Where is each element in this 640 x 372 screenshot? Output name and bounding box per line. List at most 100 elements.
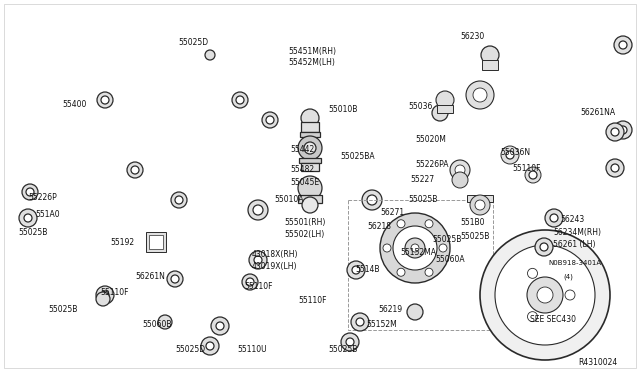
- Circle shape: [470, 195, 490, 215]
- Text: 56218: 56218: [367, 222, 391, 231]
- Circle shape: [298, 176, 322, 200]
- Text: SEE SEC430: SEE SEC430: [530, 315, 576, 324]
- Circle shape: [246, 278, 254, 286]
- Text: 55045E: 55045E: [290, 178, 319, 187]
- Circle shape: [298, 136, 322, 160]
- Circle shape: [383, 244, 391, 252]
- Circle shape: [201, 337, 219, 355]
- Bar: [301, 122, 319, 132]
- Circle shape: [481, 46, 499, 64]
- Text: 55010A: 55010A: [274, 195, 303, 204]
- Circle shape: [397, 268, 405, 276]
- Circle shape: [262, 112, 278, 128]
- Text: 55060B: 55060B: [142, 320, 172, 329]
- Circle shape: [525, 167, 541, 183]
- Circle shape: [101, 96, 109, 104]
- Text: 55110F: 55110F: [512, 164, 541, 173]
- Bar: [149, 235, 163, 249]
- Text: 55025D: 55025D: [175, 345, 205, 354]
- Text: 55025D: 55025D: [178, 38, 208, 47]
- Polygon shape: [265, 12, 345, 130]
- Circle shape: [211, 317, 229, 335]
- Circle shape: [407, 304, 423, 320]
- Text: 55036: 55036: [408, 102, 433, 111]
- Text: 5514B: 5514B: [355, 265, 380, 274]
- Circle shape: [232, 92, 248, 108]
- Text: 55400: 55400: [62, 100, 86, 109]
- Circle shape: [347, 261, 365, 279]
- Text: 55152M: 55152M: [366, 320, 397, 329]
- Text: 55452M(LH): 55452M(LH): [288, 58, 335, 67]
- Circle shape: [249, 251, 267, 269]
- Text: 55025B: 55025B: [48, 305, 77, 314]
- Circle shape: [171, 275, 179, 283]
- Circle shape: [397, 220, 405, 228]
- Circle shape: [158, 315, 172, 329]
- Circle shape: [254, 256, 262, 264]
- Circle shape: [131, 166, 139, 174]
- Circle shape: [466, 81, 494, 109]
- Bar: [437, 105, 453, 113]
- Circle shape: [206, 342, 214, 350]
- Text: 55451M(RH): 55451M(RH): [288, 47, 336, 56]
- Text: 55501(RH): 55501(RH): [284, 218, 325, 227]
- Circle shape: [506, 151, 514, 159]
- Bar: [298, 195, 322, 203]
- Circle shape: [393, 226, 437, 270]
- Circle shape: [527, 268, 538, 278]
- Text: (4): (4): [563, 273, 573, 279]
- Text: 551B0: 551B0: [460, 218, 484, 227]
- Circle shape: [439, 244, 447, 252]
- Circle shape: [425, 220, 433, 228]
- Circle shape: [537, 287, 553, 303]
- Bar: [348, 200, 493, 330]
- Circle shape: [495, 245, 595, 345]
- Bar: [467, 195, 493, 202]
- Text: 55110F: 55110F: [244, 282, 273, 291]
- Circle shape: [24, 214, 32, 222]
- Circle shape: [432, 105, 448, 121]
- Circle shape: [302, 197, 318, 213]
- Polygon shape: [62, 78, 258, 200]
- Circle shape: [606, 159, 624, 177]
- Text: 55025B: 55025B: [432, 235, 461, 244]
- Text: 56261 (LH): 56261 (LH): [553, 240, 595, 249]
- Circle shape: [341, 333, 359, 351]
- Text: 55226P: 55226P: [28, 193, 57, 202]
- Circle shape: [96, 286, 114, 304]
- Circle shape: [475, 200, 485, 210]
- Circle shape: [411, 244, 419, 252]
- Circle shape: [529, 171, 537, 179]
- Text: 55010B: 55010B: [328, 105, 357, 114]
- Circle shape: [450, 160, 470, 180]
- Circle shape: [346, 338, 354, 346]
- Circle shape: [236, 96, 244, 104]
- Circle shape: [614, 121, 632, 139]
- Text: 55152MA: 55152MA: [400, 248, 436, 257]
- Text: 43018X(RH): 43018X(RH): [252, 250, 298, 259]
- Text: 56234M(RH): 56234M(RH): [553, 228, 601, 237]
- Circle shape: [127, 162, 143, 178]
- Circle shape: [535, 238, 553, 256]
- Circle shape: [540, 243, 548, 251]
- Circle shape: [501, 146, 519, 164]
- Circle shape: [619, 41, 627, 49]
- Text: 56230: 56230: [460, 32, 484, 41]
- Circle shape: [175, 196, 183, 204]
- Circle shape: [205, 50, 215, 60]
- Circle shape: [545, 209, 563, 227]
- Circle shape: [367, 195, 377, 205]
- Text: 55025BA: 55025BA: [340, 152, 374, 161]
- Bar: [300, 132, 320, 137]
- Text: 55110F: 55110F: [298, 296, 326, 305]
- Text: 43019X(LH): 43019X(LH): [252, 262, 298, 271]
- Circle shape: [452, 172, 468, 188]
- Circle shape: [614, 36, 632, 54]
- Circle shape: [436, 91, 454, 109]
- Circle shape: [455, 165, 465, 175]
- Text: 55020M: 55020M: [415, 135, 446, 144]
- Circle shape: [527, 312, 538, 322]
- Text: 56261N: 56261N: [135, 272, 165, 281]
- Circle shape: [96, 292, 110, 306]
- Circle shape: [565, 290, 575, 300]
